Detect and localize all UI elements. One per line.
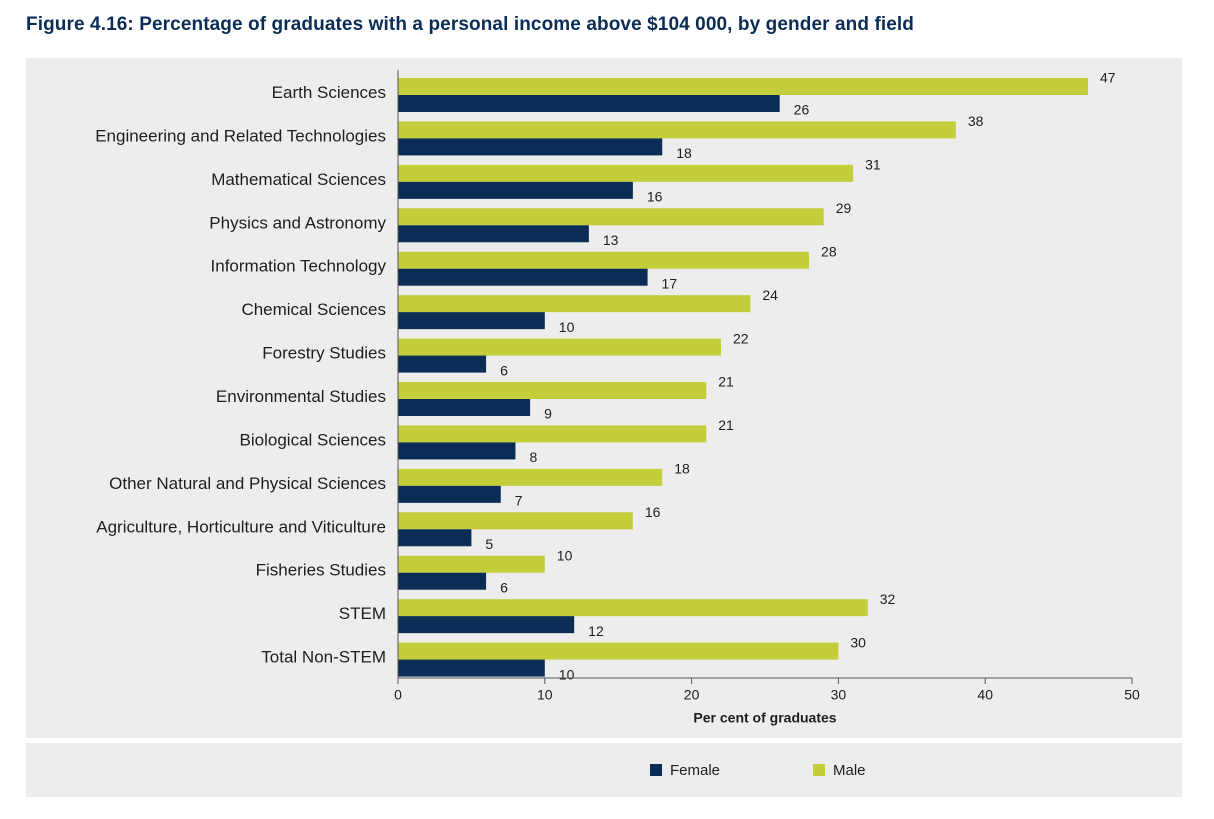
data-label-female: 7 (515, 493, 523, 509)
bar-female (398, 95, 780, 112)
data-label-male: 22 (733, 330, 749, 346)
bar-female (398, 572, 487, 590)
legend-swatch-male (813, 764, 825, 776)
bar-female (398, 529, 472, 547)
bar-male (398, 555, 545, 573)
bar-female (398, 616, 575, 634)
x-axis-title: Per cent of graduates (693, 710, 836, 726)
data-label-male: 38 (968, 113, 984, 129)
data-label-male: 18 (674, 461, 690, 477)
x-tick-label: 40 (977, 687, 993, 703)
data-label-male: 28 (821, 243, 837, 259)
category-label: Environmental Studies (216, 387, 386, 406)
bar-female (398, 399, 531, 416)
bar-female (398, 225, 589, 243)
bar-male (398, 512, 633, 530)
category-label: Chemical Sciences (241, 300, 386, 319)
bar-male (398, 164, 854, 182)
category-label: Biological Sciences (240, 430, 386, 449)
bar-male (398, 468, 663, 486)
bar-male (398, 425, 707, 443)
data-label-male: 24 (762, 287, 778, 303)
x-tick-label: 20 (684, 687, 700, 703)
bar-male (398, 78, 1088, 95)
data-label-female: 6 (500, 362, 508, 378)
category-label: Engineering and Related Technologies (95, 126, 386, 145)
legend-label-female: Female (670, 761, 721, 779)
chart-title: Figure 4.16: Percentage of graduates wit… (26, 14, 915, 35)
legend-item-male: Male (813, 761, 866, 779)
category-label: Mathematical Sciences (211, 170, 386, 189)
data-label-female: 5 (485, 536, 493, 552)
bar-female (398, 268, 648, 286)
legend-item-female: Female (650, 761, 721, 779)
data-label-female: 12 (588, 623, 604, 639)
bar-male (398, 599, 868, 617)
category-label: Information Technology (211, 257, 387, 276)
chart-panel: Earth Sciences 47 26 Engineering and Relate… (26, 58, 1182, 738)
data-label-male: 21 (718, 417, 734, 433)
data-label-male: 32 (880, 591, 896, 607)
bar-male (398, 121, 956, 139)
bar-female (398, 659, 545, 677)
x-tick-label: 0 (394, 687, 402, 703)
data-label-female: 26 (794, 102, 810, 118)
data-label-female: 6 (500, 579, 508, 595)
data-label-female: 13 (603, 232, 619, 248)
data-label-female: 16 (647, 189, 663, 205)
bar-male (398, 251, 810, 269)
category-label: Total Non-STEM (261, 648, 386, 667)
data-label-female: 17 (662, 275, 678, 291)
legend-swatch-female (650, 764, 662, 776)
data-label-male: 29 (836, 200, 852, 216)
data-label-male: 21 (718, 374, 734, 390)
data-label-male: 47 (1100, 70, 1116, 86)
bar-female (398, 442, 516, 460)
bar-male (398, 338, 721, 356)
bar-female (398, 312, 545, 330)
category-label: STEM (339, 604, 386, 623)
bar-female (398, 355, 487, 373)
x-tick-label: 50 (1124, 687, 1140, 703)
x-tick-label: 30 (831, 687, 847, 703)
data-label-female: 9 (544, 406, 552, 422)
category-label: Physics and Astronomy (209, 213, 386, 232)
data-label-female: 18 (676, 145, 692, 161)
data-label-female: 8 (529, 449, 537, 465)
x-tick-label: 10 (537, 687, 553, 703)
legend: Female Male (26, 743, 1182, 797)
bar-female (398, 485, 501, 503)
bar-male (398, 295, 751, 313)
data-label-male: 30 (850, 634, 866, 650)
category-label: Agriculture, Horticulture and Viticultur… (96, 517, 386, 536)
bar-male (398, 642, 839, 660)
data-label-female: 10 (559, 666, 575, 682)
data-label-male: 16 (645, 504, 661, 520)
bar-female (398, 181, 633, 199)
data-label-male: 10 (557, 547, 573, 563)
legend-label-male: Male (833, 761, 866, 779)
bar-male (398, 208, 824, 226)
data-label-female: 10 (559, 319, 575, 335)
bar-male (398, 382, 707, 399)
category-label: Other Natural and Physical Sciences (109, 474, 386, 493)
bar-chart: Earth Sciences 47 26 Engineering and Relate… (95, 70, 1140, 726)
data-label-male: 31 (865, 157, 881, 173)
category-label: Earth Sciences (272, 83, 386, 102)
bar-female (398, 138, 663, 156)
category-label: Forestry Studies (262, 344, 386, 363)
category-label: Fisheries Studies (256, 561, 386, 580)
